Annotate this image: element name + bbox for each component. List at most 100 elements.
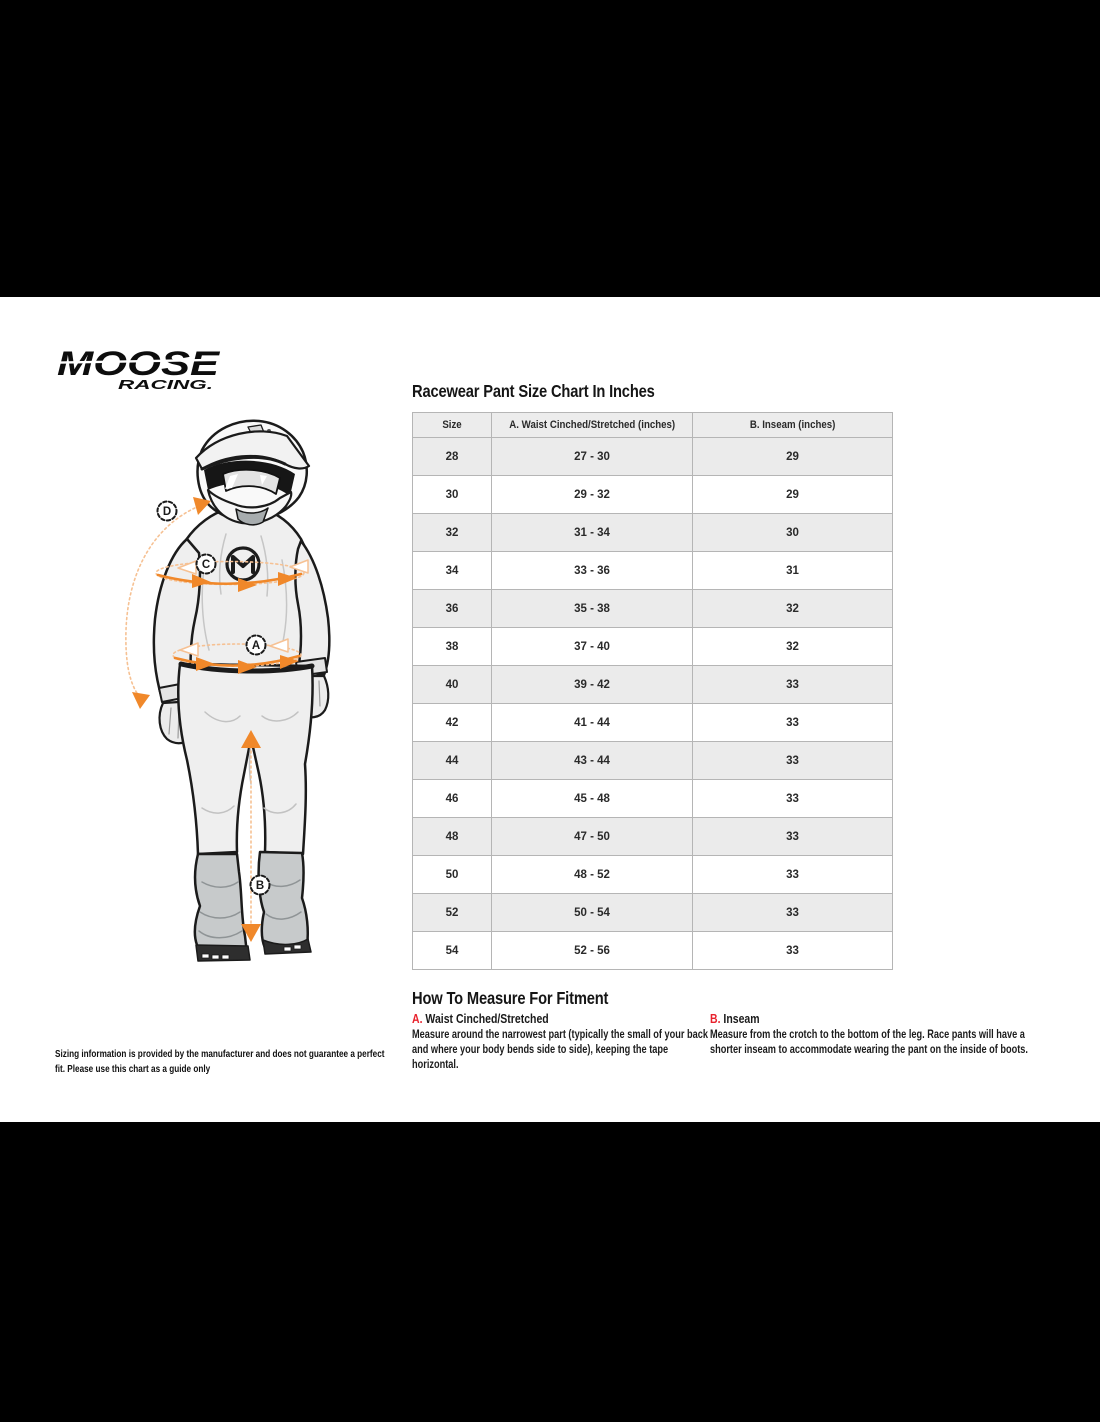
waist-cell: 33 - 36 (491, 551, 693, 590)
moose-racing-logo: MOOSE RACING. (57, 345, 221, 392)
disclaimer-text: Sizing information is provided by the ma… (55, 1048, 385, 1075)
size-cell: 42 (412, 703, 492, 742)
table-row: 40 39 - 42 33 (412, 665, 893, 704)
rider-measurement-figure: D C A B (125, 419, 331, 962)
size-cell: 38 (412, 627, 492, 666)
table-row: 38 37 - 40 32 (412, 627, 893, 666)
size-cell: 52 (412, 893, 492, 932)
label-a-circle (245, 634, 267, 656)
label-d-circle (156, 500, 178, 522)
table-row: 54 52 - 56 33 (412, 931, 893, 970)
waist-cell: 45 - 48 (491, 779, 693, 818)
measure-inseam-letter: B. (710, 1012, 721, 1026)
right-boot-sole (262, 938, 312, 955)
measure-c (155, 559, 309, 592)
size-cell: 30 (412, 475, 492, 514)
left-boot (193, 852, 249, 956)
annotation-label-a: A (252, 640, 260, 652)
chin-vent (235, 507, 269, 526)
inseam-cell: 32 (692, 627, 893, 666)
table-row: 32 31 - 34 30 (412, 513, 893, 552)
inseam-cell: 33 (692, 703, 893, 742)
waist-cell: 37 - 40 (491, 627, 693, 666)
column-header-inseam: B. Inseam (inches) (692, 412, 893, 438)
annotation-label-d: D (163, 506, 171, 518)
size-cell: 28 (412, 437, 492, 476)
inseam-cell: 32 (692, 589, 893, 628)
inseam-cell: 33 (692, 779, 893, 818)
table-row: 46 45 - 48 33 (412, 779, 893, 818)
goggle-shine (225, 474, 238, 489)
size-cell: 46 (412, 779, 492, 818)
waist-cell: 35 - 38 (491, 589, 693, 628)
table-row: 28 27 - 30 29 (412, 437, 893, 476)
table-row: 36 35 - 38 32 (412, 589, 893, 628)
right-boot-treads (283, 944, 302, 952)
goggle-shine-2 (260, 475, 267, 485)
measure-waist-body: Measure around the narrowest part (typic… (412, 1029, 709, 1071)
measure-waist-letter: A. (412, 1012, 423, 1026)
pants (176, 662, 314, 856)
inseam-cell: 30 (692, 513, 893, 552)
waist-cell: 48 - 52 (491, 855, 693, 894)
letterbox-bottom (0, 1122, 1100, 1422)
table-row: 50 48 - 52 33 (412, 855, 893, 894)
size-cell: 54 (412, 931, 492, 970)
inseam-cell: 31 (692, 551, 893, 590)
waistband (178, 661, 315, 674)
waist-cell: 47 - 50 (491, 817, 693, 856)
waist-cell: 31 - 34 (491, 513, 693, 552)
table-row: 44 43 - 44 33 (412, 741, 893, 780)
measure-inseam-heading: B. Inseam (710, 1012, 760, 1026)
inseam-cell: 33 (692, 817, 893, 856)
measure-inseam-body: Measure from the crotch to the bottom of… (710, 1029, 1028, 1056)
size-cell: 40 (412, 665, 492, 704)
helmet-chin-guard (206, 488, 293, 525)
column-header-waist: A. Waist Cinched/Stretched (inches) (491, 412, 693, 438)
inseam-cell: 33 (692, 741, 893, 780)
annotation-label-c: C (202, 559, 210, 571)
inseam-cell: 29 (692, 437, 893, 476)
waist-cell: 39 - 42 (491, 665, 693, 704)
size-chart-table: Size A. Waist Cinched/Stretched (inches)… (412, 412, 893, 970)
table-row: 42 41 - 44 33 (412, 703, 893, 742)
inseam-cell: 29 (692, 475, 893, 514)
right-boot (257, 850, 310, 950)
measure-waist-heading: A. Waist Cinched/Stretched (412, 1012, 549, 1026)
table-row: 30 29 - 32 29 (412, 475, 893, 514)
table-header-row: Size A. Waist Cinched/Stretched (inches)… (412, 412, 893, 438)
waist-cell: 27 - 30 (491, 437, 693, 476)
size-cell: 44 (412, 741, 492, 780)
measure-b (241, 730, 261, 942)
table-row: 34 33 - 36 31 (412, 551, 893, 590)
table-row: 48 47 - 50 33 (412, 817, 893, 856)
label-b-circle (249, 874, 271, 896)
letterbox-top (0, 0, 1100, 297)
size-cell: 48 (412, 817, 492, 856)
waist-cell: 52 - 56 (491, 931, 693, 970)
logo-word-moose: MOOSE (57, 345, 221, 383)
left-boot-treads (201, 953, 230, 960)
size-chart-title: Racewear Pant Size Chart In Inches (412, 381, 655, 401)
inseam-cell: 33 (692, 893, 893, 932)
inseam-cell: 33 (692, 665, 893, 704)
waist-cell: 29 - 32 (491, 475, 693, 514)
table-row: 52 50 - 54 33 (412, 893, 893, 932)
logo-word-racing: RACING. (118, 378, 213, 392)
measure-a (172, 638, 302, 674)
left-boot-sole (195, 944, 251, 962)
waist-cell: 41 - 44 (491, 703, 693, 742)
how-to-measure-title: How To Measure For Fitment (412, 988, 609, 1008)
logo-slash (58, 358, 220, 364)
left-boot-bellows (198, 881, 243, 939)
waist-cell: 50 - 54 (491, 893, 693, 932)
inseam-cell: 33 (692, 931, 893, 970)
label-c-circle (195, 553, 217, 575)
annotation-label-b: B (256, 880, 264, 892)
inseam-cell: 33 (692, 855, 893, 894)
waist-cell: 43 - 44 (491, 741, 693, 780)
measure-section-waist: A. Waist Cinched/Stretched Measure aroun… (412, 1012, 710, 1073)
visor-underside (200, 455, 287, 471)
size-cell: 34 (412, 551, 492, 590)
